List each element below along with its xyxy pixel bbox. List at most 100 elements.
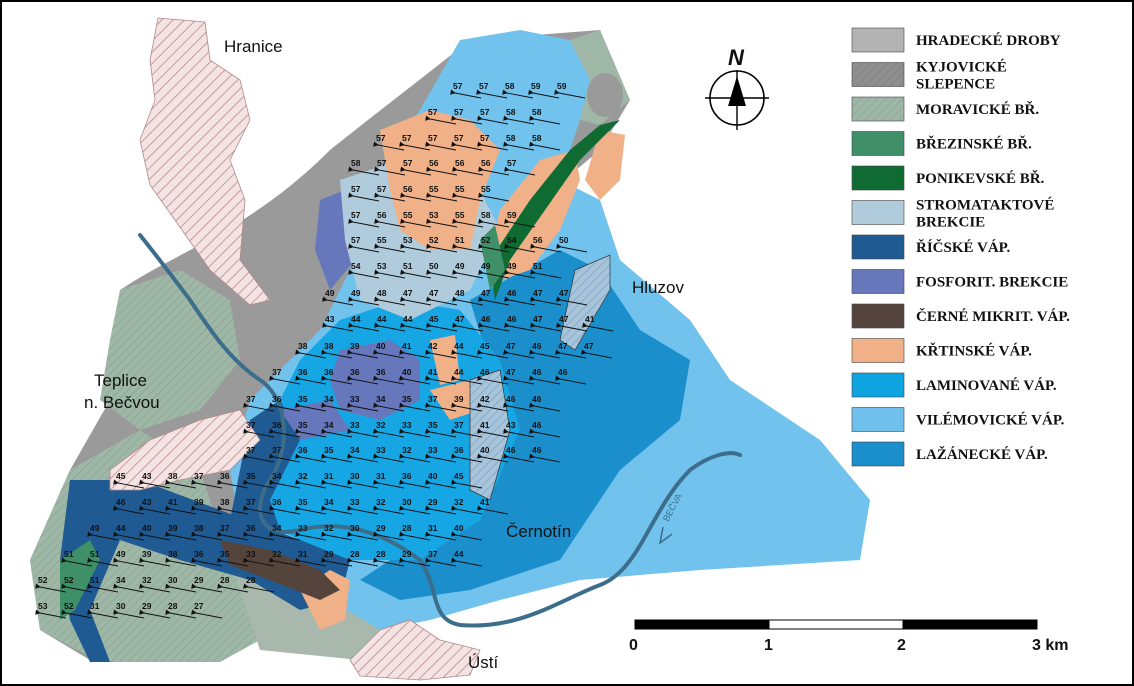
dip-arrow: [452, 218, 484, 228]
dip-value: 31: [324, 471, 334, 481]
dip-value: 37: [428, 549, 438, 559]
dip-arrow: [478, 269, 510, 279]
dip-value: 57: [480, 107, 490, 117]
dip-arrow: [530, 269, 562, 279]
krtiny-unit-6: [430, 380, 480, 420]
dip-value: 42: [428, 341, 438, 351]
legend-swatch-4: [851, 165, 905, 191]
dip-arrow: [478, 243, 510, 253]
dip-value: 30: [402, 497, 412, 507]
dip-value: 47: [506, 367, 516, 377]
dip-arrow: [374, 243, 406, 253]
dip-value: 46: [532, 367, 542, 377]
scale-tick-0: 0: [629, 637, 638, 654]
dip-arrow: [139, 609, 171, 619]
dip-value: 44: [454, 367, 464, 377]
dip-arrow: [295, 428, 327, 438]
dip-value: 38: [298, 341, 308, 351]
dip-arrow: [425, 349, 457, 359]
dip-value: 57: [454, 107, 464, 117]
dip-value: 47: [584, 341, 594, 351]
dip-arrow: [295, 349, 327, 359]
dip-value: 33: [376, 445, 386, 455]
dip-arrow: [373, 141, 405, 151]
legend-label-8: ČERNÉ MIKRIT. VÁP.: [916, 308, 1070, 325]
dip-value: 34: [272, 523, 282, 533]
dip-arrow: [529, 375, 561, 385]
dip-value: 49: [481, 261, 491, 271]
dip-arrow: [451, 349, 483, 359]
dip-arrow: [452, 269, 484, 279]
legend-label-1-line2: SLEPENCE: [916, 77, 995, 93]
dip-value: 57: [402, 133, 412, 143]
dip-arrow: [426, 166, 458, 176]
dip-value: 36: [272, 420, 282, 430]
dip-arrow: [347, 557, 379, 567]
dip-arrow: [113, 609, 145, 619]
dip-value: 37: [246, 394, 256, 404]
dip-arrow: [504, 296, 536, 306]
dip-value: 41: [585, 314, 595, 324]
dip-value: 29: [194, 575, 204, 585]
dip-value: 30: [116, 601, 126, 611]
dip-value: 29: [142, 601, 152, 611]
dip-arrow: [347, 531, 379, 541]
dip-arrow: [425, 115, 457, 125]
dip-value: 35: [220, 549, 230, 559]
dip-value: 32: [376, 420, 386, 430]
dip-arrow: [243, 428, 275, 438]
dip-value: 52: [38, 575, 48, 585]
dip-arrow: [478, 322, 510, 332]
dip-value: 55: [403, 210, 413, 220]
dip-value: 46: [481, 314, 491, 324]
dip-arrow: [477, 453, 509, 463]
dip-arrow: [165, 609, 197, 619]
dip-arrow: [191, 583, 223, 593]
dip-value: 45: [429, 314, 439, 324]
dip-value: 32: [324, 523, 334, 533]
scale-segment-2: [768, 619, 904, 630]
dip-arrow: [139, 505, 171, 515]
dip-arrow: [322, 322, 354, 332]
dip-value: 48: [377, 288, 387, 298]
dip-value: 34: [350, 445, 360, 455]
dip-value: 58: [532, 107, 542, 117]
dip-value: 37: [246, 445, 256, 455]
dip-arrow: [477, 349, 509, 359]
dip-arrow: [452, 322, 484, 332]
dip-value: 45: [454, 471, 464, 481]
dip-value: 45: [480, 341, 490, 351]
dip-arrow: [347, 505, 379, 515]
dip-arrow: [529, 141, 561, 151]
dip-arrow: [321, 428, 353, 438]
dip-arrow: [321, 349, 353, 359]
legend-label-0: HRADECKÉ DROBY: [916, 32, 1061, 49]
dip-value: 40: [428, 471, 438, 481]
dip-arrow: [243, 531, 275, 541]
dip-arrow: [165, 531, 197, 541]
dip-arrow: [269, 505, 301, 515]
legend-swatch-5: [851, 200, 905, 225]
dip-value: 29: [376, 523, 386, 533]
dip-arrow: [503, 453, 535, 463]
dip-arrow: [425, 557, 457, 567]
dip-arrow: [373, 479, 405, 489]
dip-arrow: [452, 243, 484, 253]
dip-value: 49: [455, 261, 465, 271]
dip-arrow: [295, 479, 327, 489]
dip-measurements: 57 57 58 59 59 57 57 57 58 58 57 57 57 57 57 58 58 58 57 57…: [35, 81, 614, 619]
dip-value: 58: [351, 158, 361, 168]
dip-arrow: [529, 115, 561, 125]
dip-arrow: [217, 557, 249, 567]
dip-value: 47: [559, 288, 569, 298]
dip-value: 52: [64, 601, 74, 611]
dip-arrow: [165, 557, 197, 567]
dip-value: 34: [272, 471, 282, 481]
dip-arrow: [374, 218, 406, 228]
dip-arrow: [451, 557, 483, 567]
dip-value: 35: [298, 497, 308, 507]
dip-arrow: [477, 428, 509, 438]
dip-value: 40: [142, 523, 152, 533]
